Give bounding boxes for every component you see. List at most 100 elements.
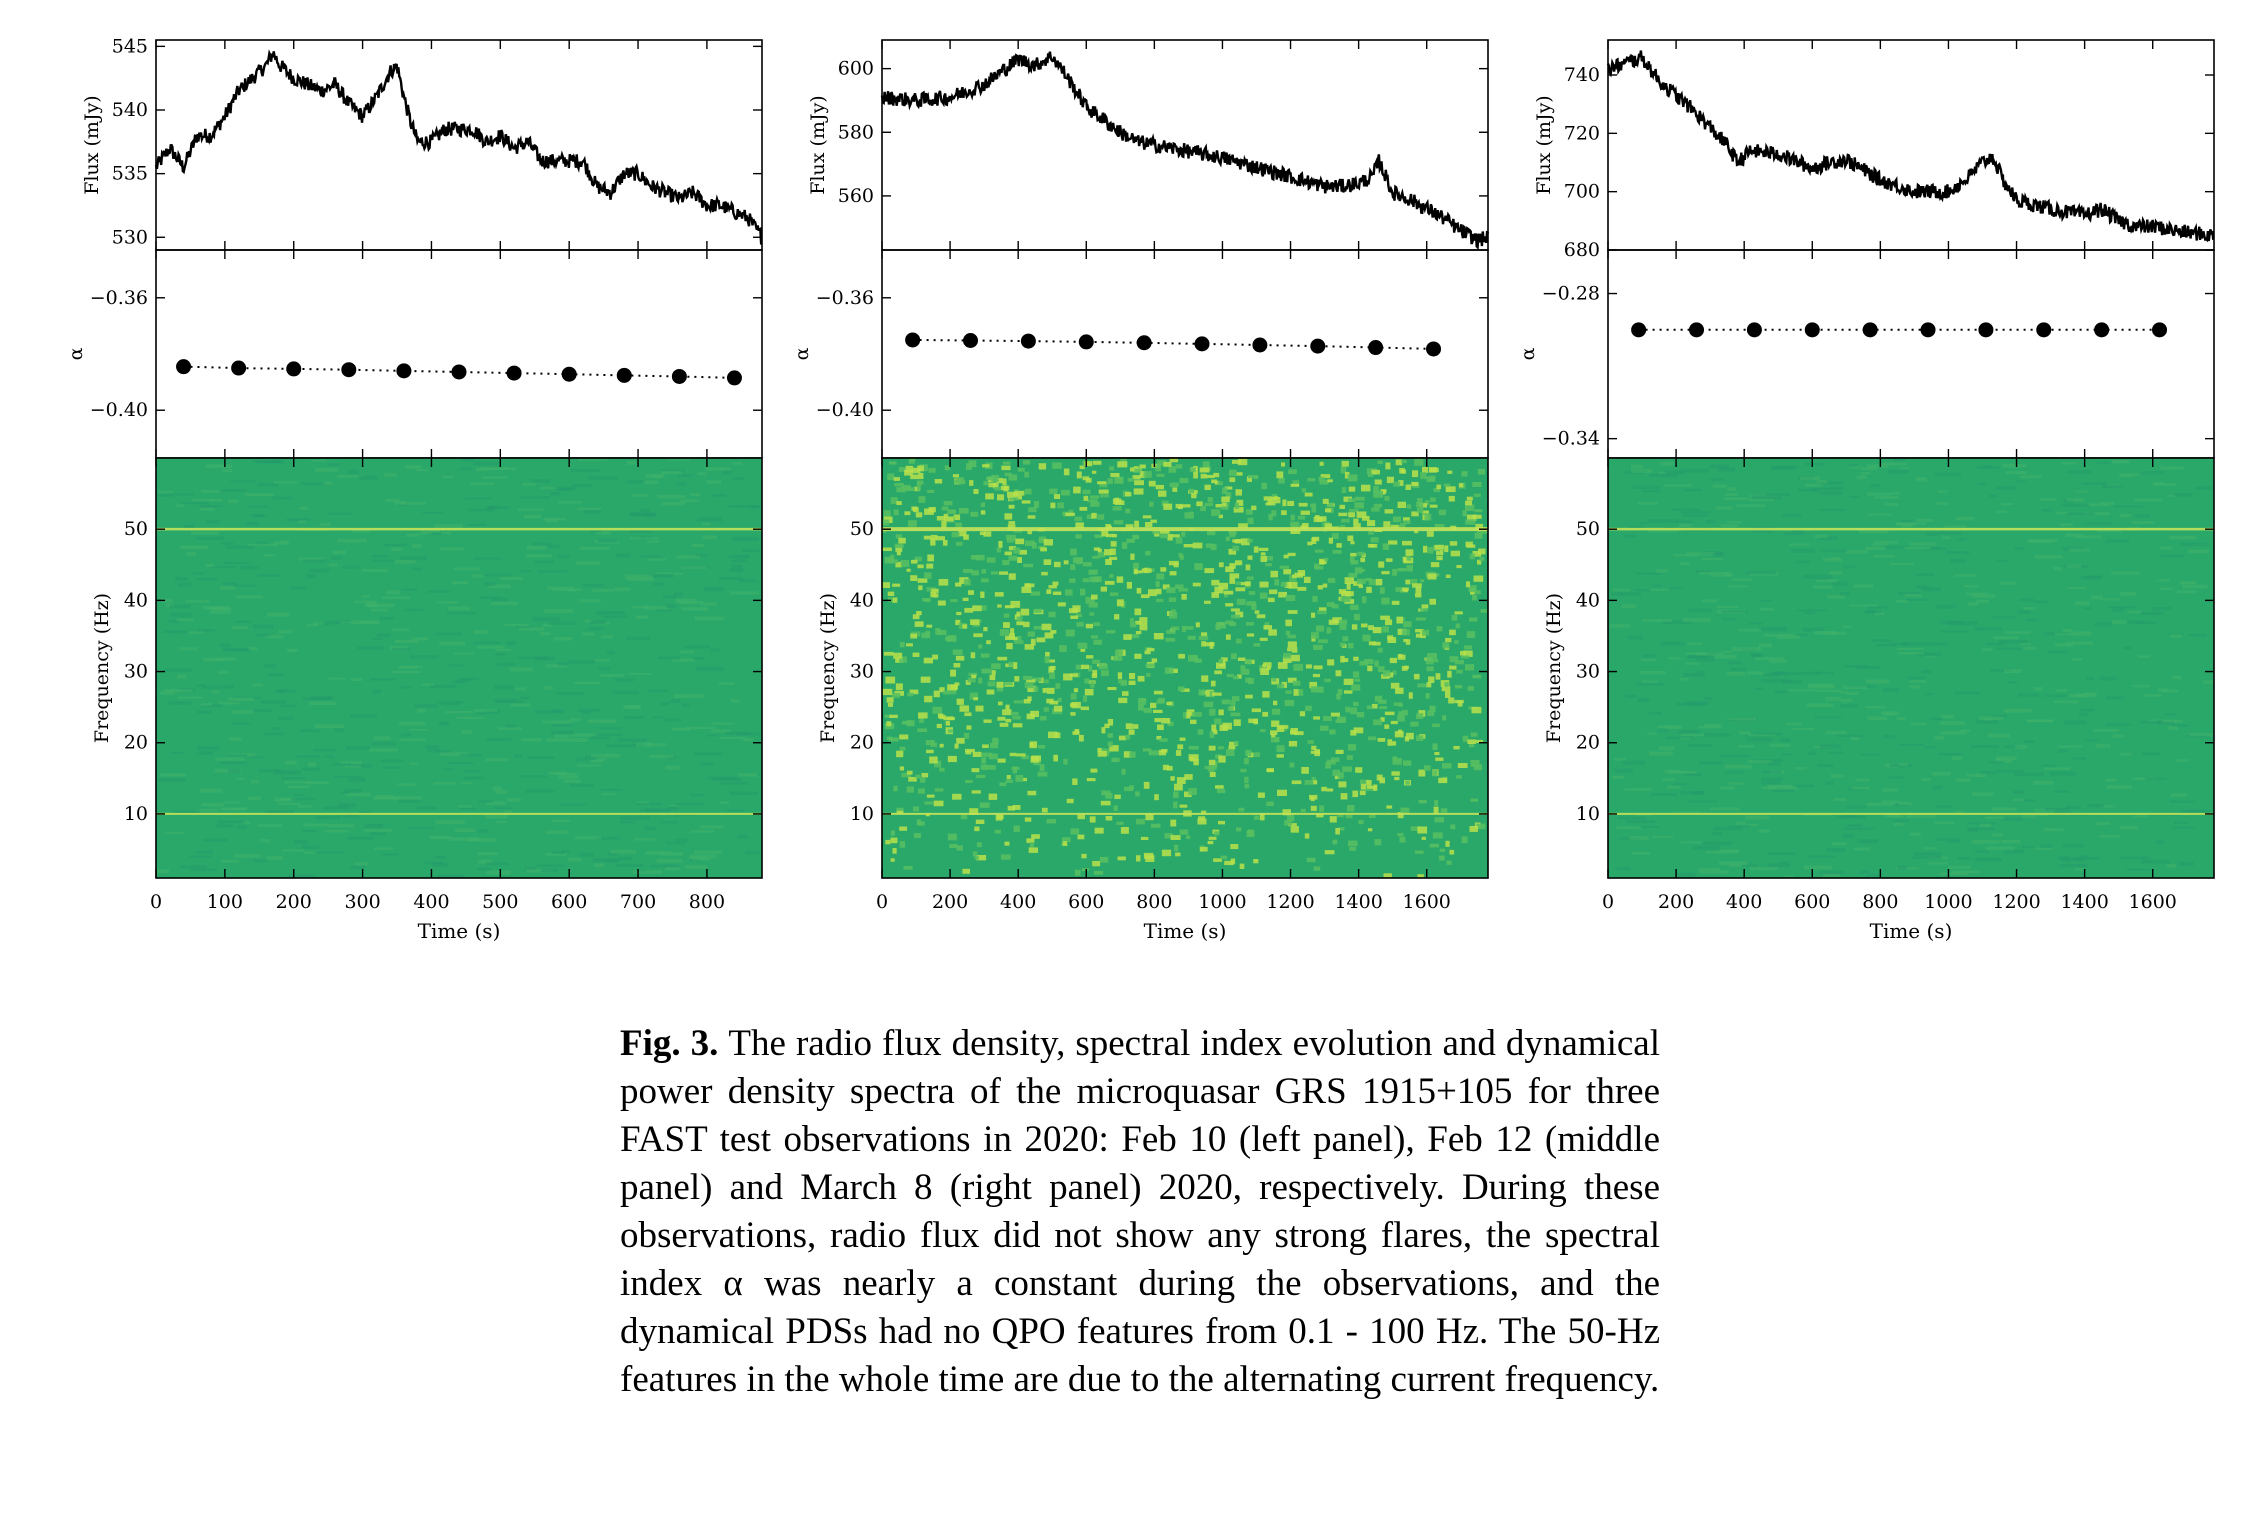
alpha-dotted-line [912,338,1434,350]
alpha-point [176,359,192,375]
alpha-point [1368,340,1384,356]
flux-y-tick-label: 580 [838,121,874,143]
x-tick-label: 0 [876,891,888,913]
alpha-point [1252,337,1268,353]
flux-y-axis-label: Flux (mJy) [81,95,103,194]
panel-right: 680 700 720 740 Flux (mJy) −0.28 −0.34 α 10 20 30 4… [1517,39,2215,943]
alpha-point [905,332,921,348]
alpha-point [341,362,357,378]
alpha-axes-frame [155,249,763,459]
flux-axes-frame [155,39,763,251]
flux-y-axis-label: Flux (mJy) [807,95,829,194]
alpha-point [1136,335,1152,351]
alpha-point [561,366,577,382]
x-tick-label: 800 [1862,891,1898,913]
x-tick-label: 700 [620,891,656,913]
figure-panels: 530 535 540 545 Flux (mJy) −0.36 −0.40 α 10 20 30 4… [65,35,2215,943]
alpha-point [1631,322,1647,338]
alpha-point [2094,322,2110,338]
x-tick-label: 600 [1794,891,1830,913]
x-tick-label: 400 [1000,891,1036,913]
pds-y-tick-label: 40 [124,589,148,611]
x-tick-label: 600 [1068,891,1104,913]
alpha-point [616,367,632,383]
alpha-y-tick-label: −0.34 [1542,428,1600,450]
alpha-point [671,368,687,384]
alpha-point [1862,322,1878,338]
pds-y-tick-label: 30 [124,661,148,683]
flux-y-tick-label: 530 [112,226,148,248]
alpha-y-tick-label: −0.36 [816,287,874,309]
alpha-point [1078,334,1094,350]
x-tick-label: 0 [1602,891,1614,913]
alpha-y-tick-label: −0.40 [816,399,874,421]
pds-y-tick-label: 10 [1576,803,1600,825]
x-tick-label: 200 [1658,891,1694,913]
alpha-point [396,363,412,379]
alpha-y-tick-label: −0.36 [90,287,148,309]
x-tick-label: 600 [551,891,587,913]
flux-y-tick-label: 700 [1564,181,1600,203]
pds-texture [156,458,761,878]
flux-y-tick-label: 600 [838,58,874,80]
x-axis-label: Time (s) [1144,919,1227,943]
alpha-point [1920,322,1936,338]
pds-texture [1608,458,2214,878]
pds-y-tick-label: 40 [850,589,874,611]
alpha-point [1689,322,1705,338]
alpha-y-axis-label: α [791,347,813,360]
pds-axes-frame [155,457,763,879]
x-axis-label: Time (s) [418,919,501,943]
x-tick-label: 1000 [1924,891,1972,913]
pds-y-tick-label: 30 [850,661,874,683]
x-tick-label: 800 [689,891,725,913]
alpha-point [231,360,247,376]
alpha-point [451,364,467,380]
alpha-axes-frame [1607,249,2215,459]
pds-y-axis-label: Frequency (Hz) [91,593,113,743]
x-tick-label: 1600 [1403,891,1451,913]
flux-y-tick-label: 680 [1564,239,1600,261]
x-tick-label: 1400 [1334,891,1382,913]
x-axis-label: Time (s) [1870,919,1953,943]
alpha-point [1804,322,1820,338]
flux-light-curve [154,49,763,246]
alpha-point [963,333,979,349]
pds-y-tick-label: 20 [850,732,874,754]
pds-y-tick-label: 50 [124,518,148,540]
panel-middle: 560 580 600 Flux (mJy) −0.36 −0.40 α 10 20 30 40 50… [791,39,1490,943]
pds-y-axis-label: Frequency (Hz) [817,593,839,743]
pds-axes-frame [881,457,1489,879]
caption-label: Fig. 3. [620,1023,719,1064]
flux-y-tick-label: 545 [112,35,148,57]
x-tick-label: 300 [344,891,380,913]
x-tick-label: 500 [482,891,518,913]
flux-y-tick-label: 560 [838,185,874,207]
pds-y-axis-label: Frequency (Hz) [1543,593,1565,743]
flux-light-curve [880,51,1490,251]
alpha-point [726,370,742,386]
pds-y-tick-label: 20 [1576,732,1600,754]
alpha-point [286,361,302,377]
alpha-point [1194,336,1210,352]
flux-y-tick-label: 740 [1564,64,1600,86]
alpha-point [1020,333,1036,349]
x-tick-label: 200 [932,891,968,913]
alpha-y-axis-label: α [1517,347,1539,360]
flux-y-tick-label: 535 [112,163,148,185]
alpha-y-axis-label: α [65,347,87,360]
pds-y-tick-label: 30 [1576,661,1600,683]
pds-y-tick-label: 20 [124,732,148,754]
x-tick-label: 400 [1726,891,1762,913]
alpha-point [506,365,522,381]
x-tick-label: 400 [413,891,449,913]
pds-y-tick-label: 50 [1576,518,1600,540]
alpha-point [1978,322,1994,338]
pds-axes-frame [1607,457,2215,879]
pds-background [156,458,762,878]
alpha-point [1310,338,1326,354]
alpha-point [2036,322,2052,338]
x-tick-label: 800 [1136,891,1172,913]
flux-y-axis-label: Flux (mJy) [1533,95,1555,194]
pds-y-tick-label: 40 [1576,589,1600,611]
